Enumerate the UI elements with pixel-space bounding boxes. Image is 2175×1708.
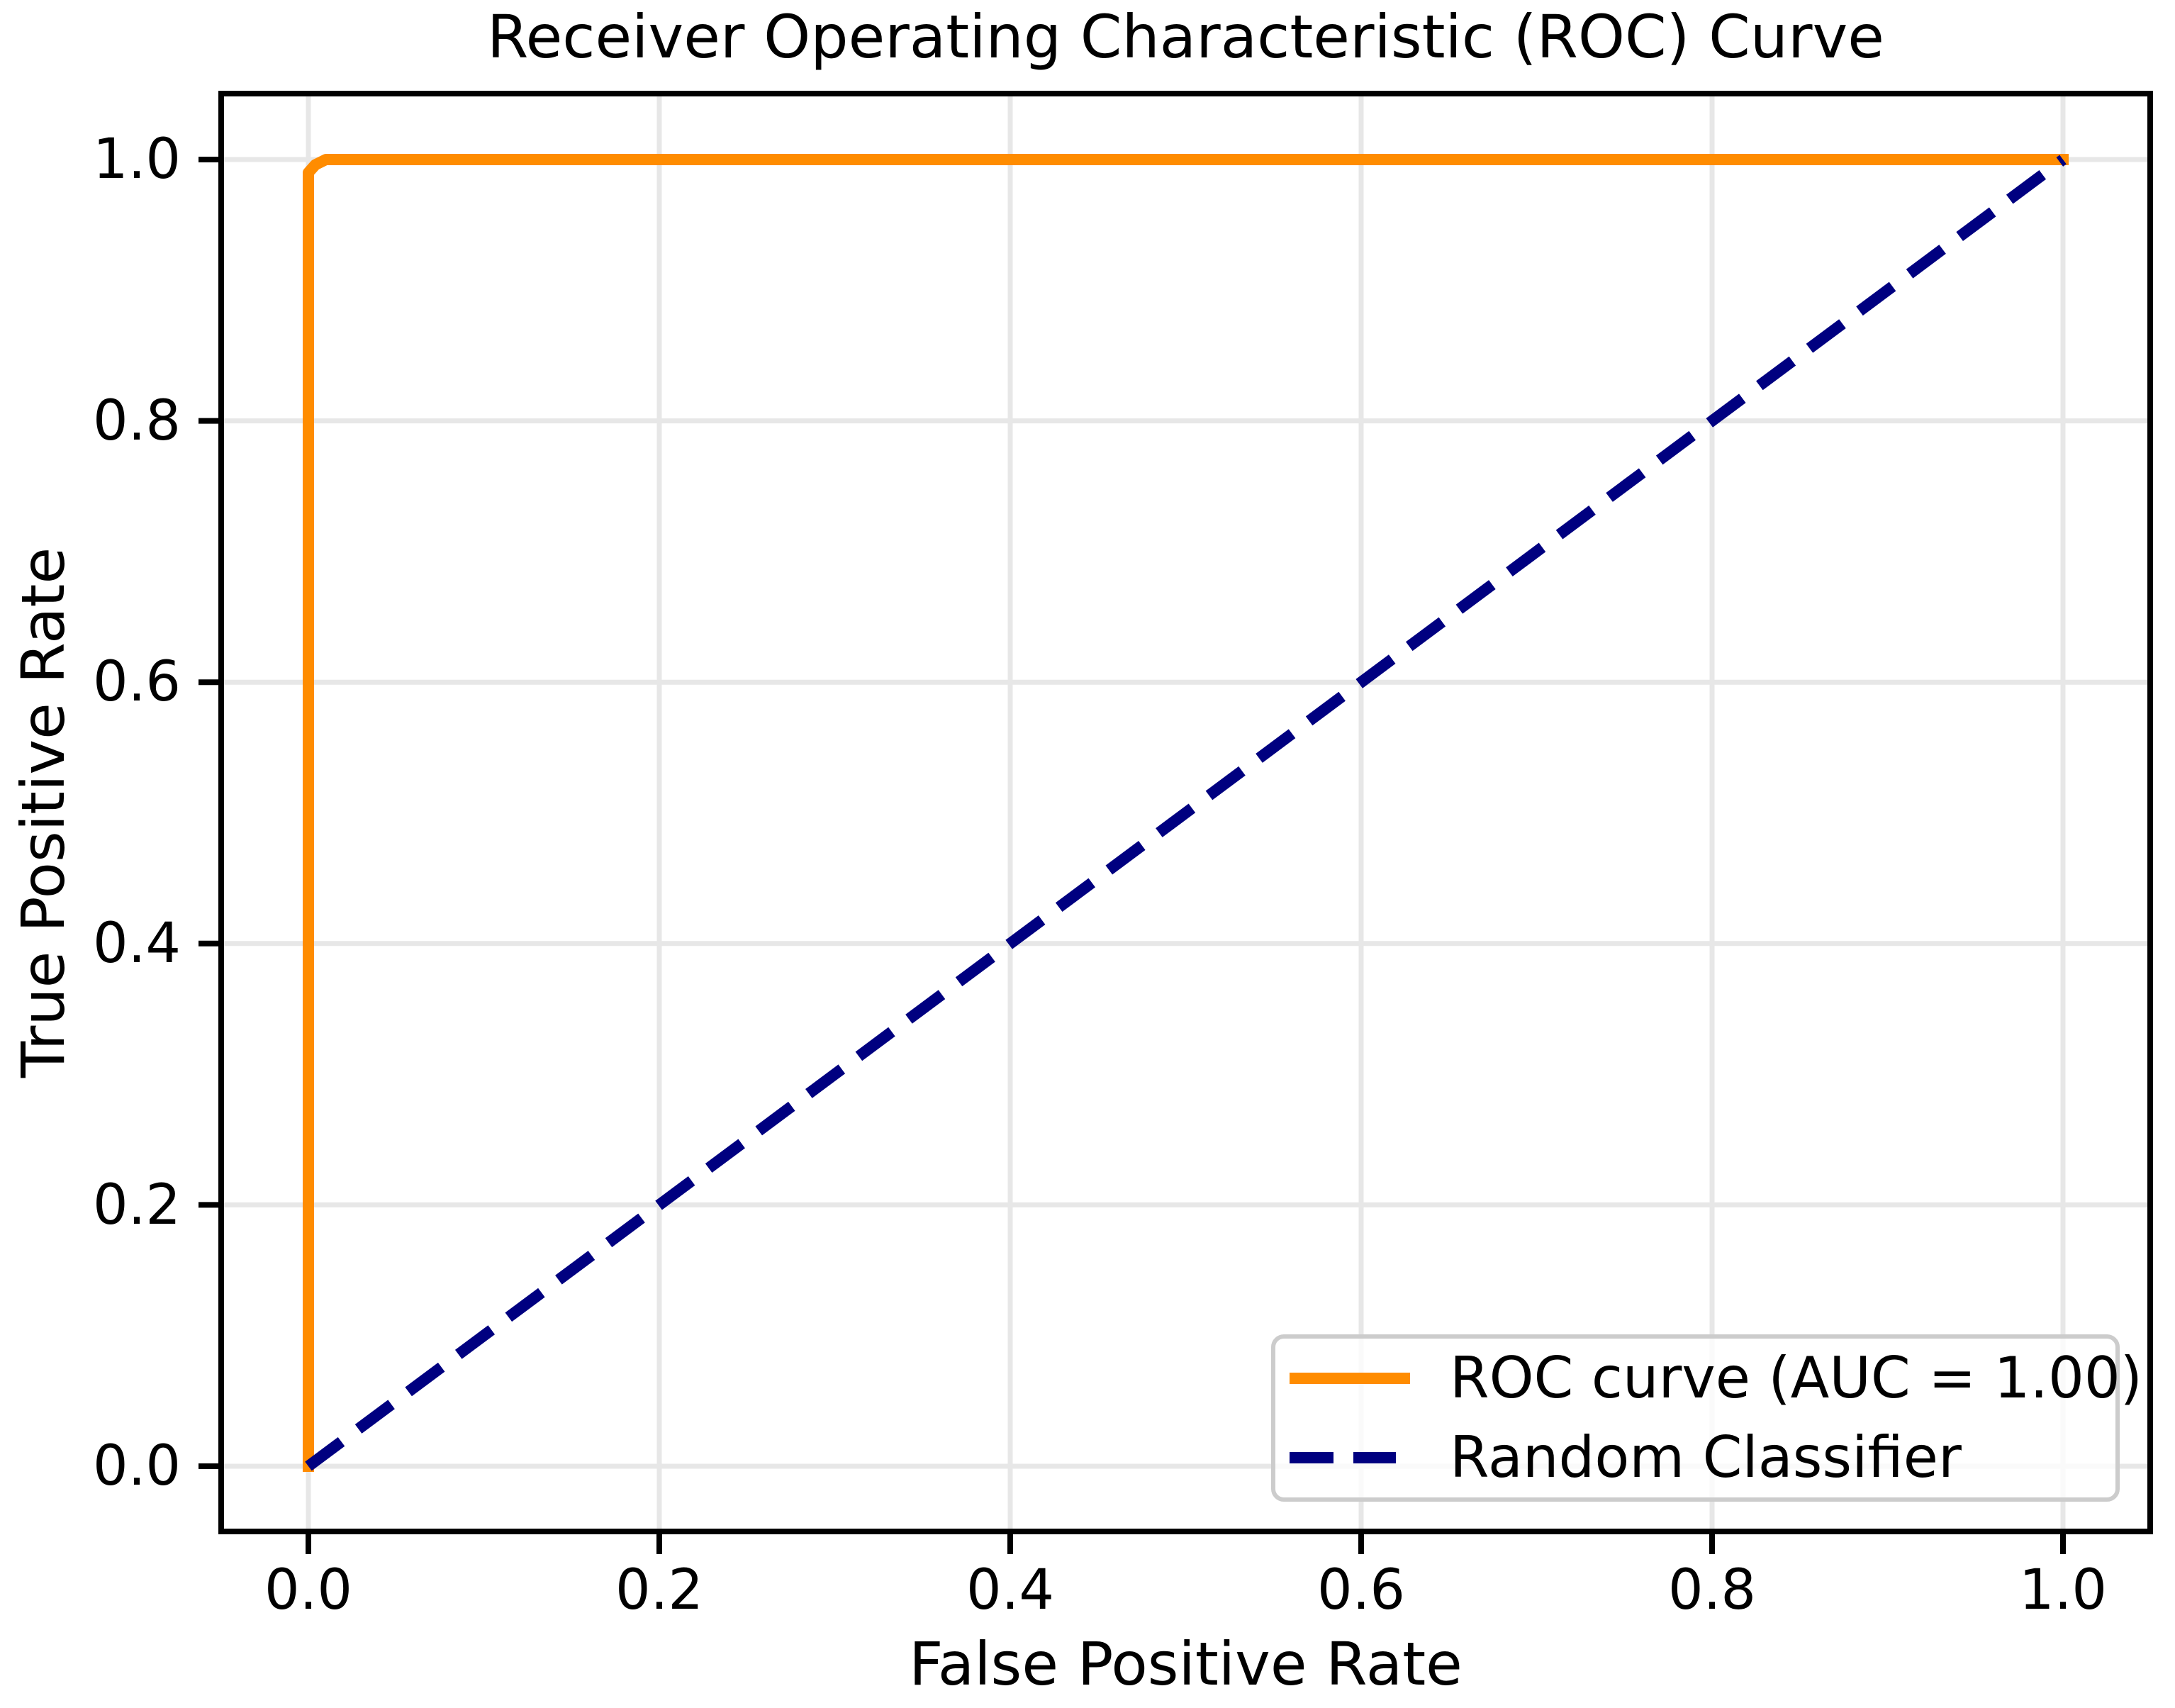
x-axis-label: False Positive Rate — [909, 1629, 1463, 1699]
roc-curve-auc-1-00-line — [303, 154, 2069, 1472]
chart-title: Receiver Operating Characteristic (ROC) … — [487, 2, 1884, 72]
legend: ROC curve (AUC = 1.00) Random Classifier — [1271, 1334, 2142, 1502]
legend-item-roc-curve: ROC curve (AUC = 1.00) — [1275, 1344, 2142, 1412]
y-tick-label-3: 0.6 — [92, 650, 181, 714]
dash-segment — [1290, 1452, 1333, 1463]
x-tick-label-4: 0.8 — [1667, 1558, 1757, 1622]
dash-segment — [1353, 1452, 1396, 1463]
random-classifier-line — [305, 155, 2067, 1471]
y-tick-label-0: 0.0 — [92, 1434, 181, 1498]
x-tick-label-5: 1.0 — [2018, 1558, 2108, 1622]
x-tick-label-1: 0.2 — [615, 1558, 704, 1622]
roc-line-swatch — [1290, 1373, 1410, 1384]
y-tick-label-2: 0.4 — [92, 912, 181, 976]
legend-label-random-classifier: Random Classifier — [1450, 1424, 1962, 1490]
x-tick-label-0: 0.0 — [264, 1558, 353, 1622]
x-tick-label-2: 0.4 — [966, 1558, 1055, 1622]
y-tick-label-1: 0.2 — [92, 1173, 181, 1237]
x-tick-label-3: 0.6 — [1316, 1558, 1406, 1622]
axes-spines — [218, 91, 2153, 1534]
y-tick-label-5: 1.0 — [92, 128, 181, 191]
y-tick-label-4: 0.8 — [92, 389, 181, 453]
legend-item-random-classifier: Random Classifier — [1275, 1424, 2115, 1492]
y-axis-label: True Positive Rate — [9, 547, 78, 1078]
random-classifier-line-swatch — [1290, 1452, 1410, 1463]
legend-label-roc-curve: ROC curve (AUC = 1.00) — [1450, 1345, 2142, 1411]
